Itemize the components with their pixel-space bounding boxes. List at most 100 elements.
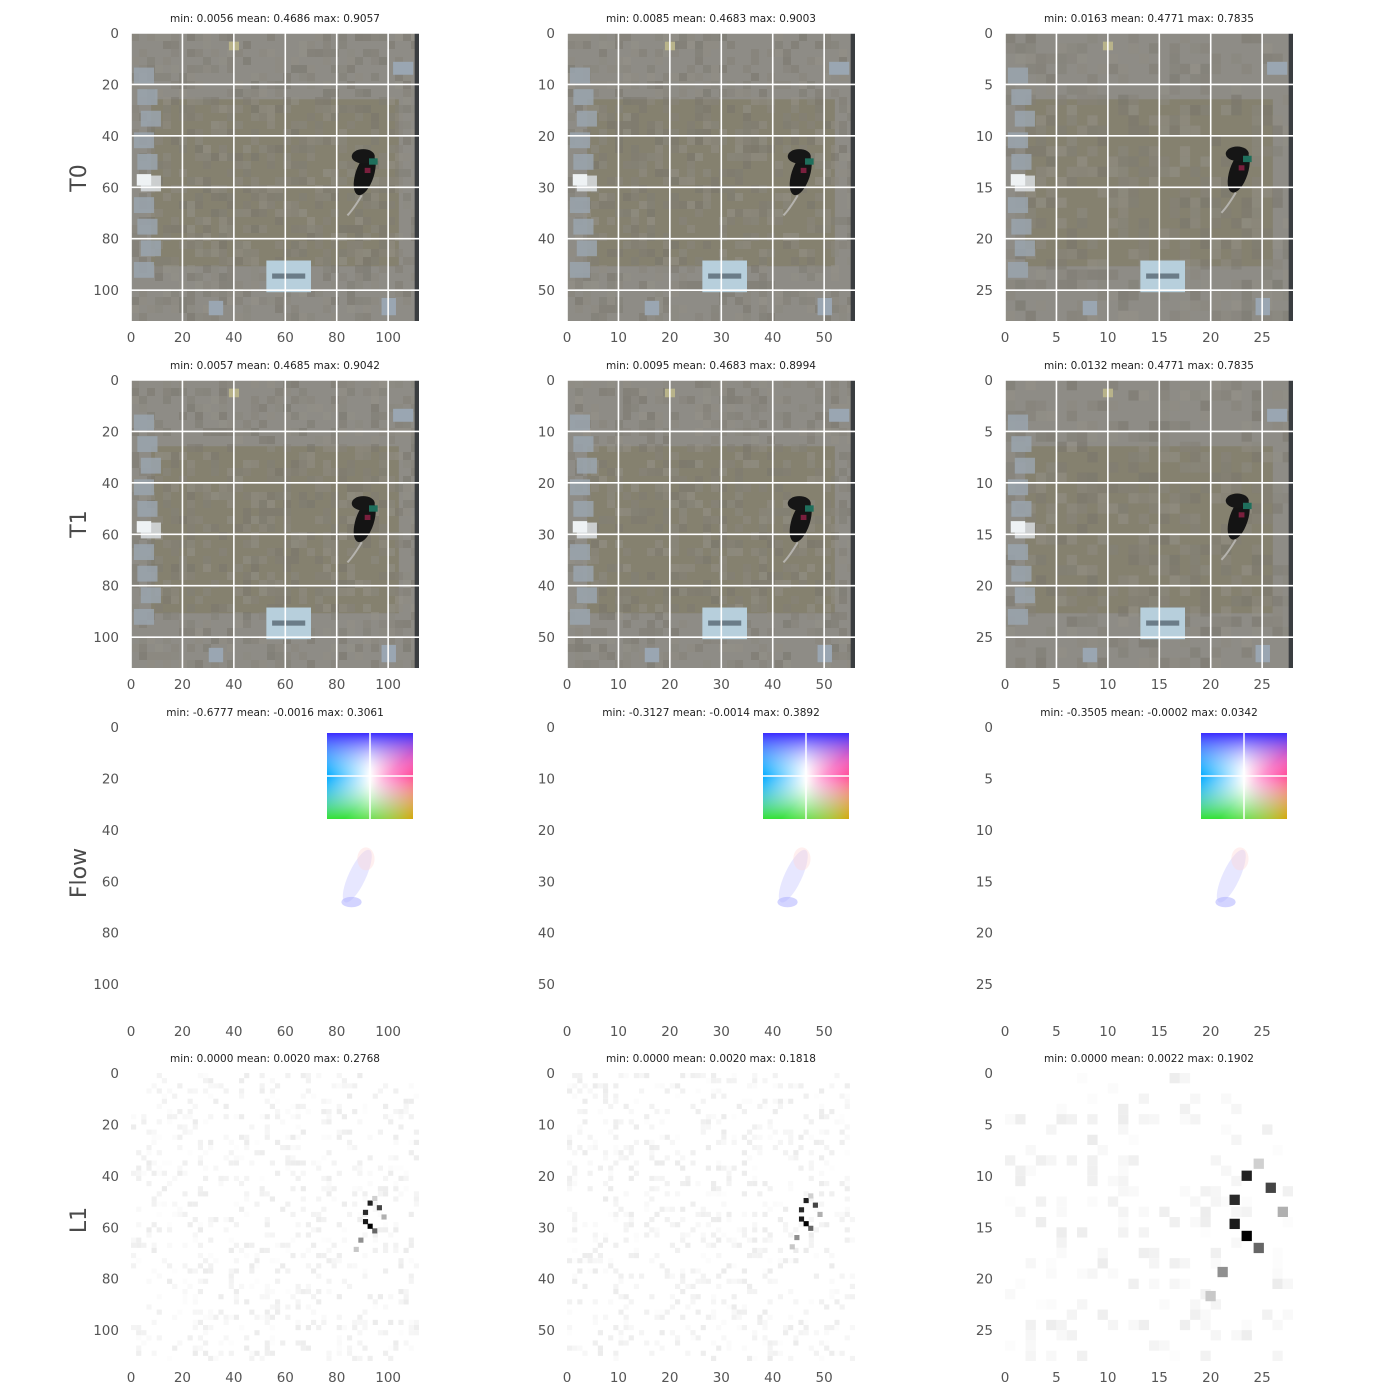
texture-cell xyxy=(591,65,599,73)
l1-cell xyxy=(311,1227,317,1233)
l1-cell xyxy=(757,1253,763,1259)
texture-cell xyxy=(139,49,147,57)
texture-cell xyxy=(1005,462,1016,473)
texture-cell xyxy=(647,225,655,233)
l1-cell xyxy=(819,1299,825,1305)
texture-cell xyxy=(1138,249,1149,260)
l1-cell xyxy=(239,1181,245,1187)
y-tick-label: 60 xyxy=(102,180,119,196)
l1-cell xyxy=(705,1222,711,1228)
texture-cell xyxy=(799,113,807,121)
texture-cell xyxy=(283,524,291,532)
texture-cell xyxy=(1190,390,1201,401)
texture-cell xyxy=(1097,279,1108,291)
texture-cell xyxy=(251,636,259,644)
l1-cell xyxy=(669,1273,675,1279)
texture-cell xyxy=(235,153,243,161)
l1-cell xyxy=(352,1191,358,1197)
l1-cell xyxy=(280,1242,286,1248)
texture-cell xyxy=(631,484,639,492)
l1-cell xyxy=(628,1335,634,1341)
texture-cell xyxy=(219,564,227,572)
texture-cell xyxy=(1272,279,1283,291)
l1-hot-cell xyxy=(362,1219,369,1225)
texture-cell xyxy=(195,193,203,201)
texture-cell xyxy=(583,257,591,265)
texture-cell xyxy=(815,41,823,49)
x-tick-label: 10 xyxy=(1099,1024,1116,1040)
texture-cell xyxy=(1056,177,1067,188)
l1-cell xyxy=(141,1119,147,1125)
l1-cell xyxy=(285,1201,291,1207)
l1-cell xyxy=(680,1217,686,1223)
texture-cell xyxy=(1118,197,1129,208)
texture-cell xyxy=(735,492,743,500)
l1-cell xyxy=(839,1181,845,1187)
texture-cell xyxy=(227,644,235,652)
texture-cell xyxy=(583,33,591,41)
texture-cell xyxy=(307,420,315,428)
texture-cell xyxy=(379,524,387,532)
texture-cell xyxy=(131,305,139,313)
texture-cell xyxy=(1128,575,1139,586)
l1-cell xyxy=(731,1237,737,1243)
texture-cell xyxy=(163,612,171,620)
texture-cell xyxy=(1056,146,1067,157)
l1-cell xyxy=(249,1309,255,1315)
texture-cell xyxy=(679,484,687,492)
texture-cell xyxy=(403,193,411,201)
texture-cell xyxy=(323,436,331,444)
texture-cell xyxy=(735,177,743,185)
texture-cell xyxy=(647,588,655,596)
texture-cell xyxy=(299,65,307,73)
l1-cell xyxy=(716,1139,722,1145)
texture-cell xyxy=(187,564,195,572)
texture-cell xyxy=(395,233,403,241)
l1-cell xyxy=(783,1227,789,1233)
texture-cell xyxy=(671,33,679,41)
l1-cell xyxy=(613,1283,619,1289)
texture-cell xyxy=(1066,105,1077,116)
texture-cell xyxy=(1035,534,1047,545)
l1-cell xyxy=(372,1237,378,1243)
l1-cell xyxy=(347,1083,353,1089)
l1-cell xyxy=(326,1114,332,1120)
texture-cell xyxy=(719,636,727,644)
l1-cell xyxy=(275,1114,281,1120)
l1-cell xyxy=(721,1114,727,1120)
texture-cell xyxy=(1179,637,1191,648)
panel-image xyxy=(567,1073,855,1361)
wall-patch xyxy=(1007,197,1029,213)
texture-cell xyxy=(187,241,195,249)
x-axis-ticks: 0 10 20 30 40 50 xyxy=(563,1024,833,1040)
texture-cell xyxy=(591,281,599,289)
texture-cell xyxy=(1005,596,1016,607)
l1-cell xyxy=(192,1217,198,1223)
texture-cell xyxy=(719,380,727,388)
texture-cell xyxy=(131,564,139,572)
texture-cell xyxy=(1210,380,1221,391)
wall-patch xyxy=(1011,565,1032,582)
flow-color-wheel-legend xyxy=(327,733,413,819)
texture-cell xyxy=(355,452,363,460)
texture-cell xyxy=(403,257,411,265)
l1-cell xyxy=(1025,1165,1036,1176)
texture-cell xyxy=(1200,156,1211,167)
texture-cell xyxy=(163,540,171,548)
texture-cell xyxy=(1159,115,1170,126)
l1-cell xyxy=(572,1273,578,1279)
l1-cell xyxy=(208,1139,214,1145)
texture-cell xyxy=(591,404,599,412)
texture-cell xyxy=(1169,84,1180,95)
texture-cell xyxy=(211,209,219,217)
texture-cell xyxy=(387,404,395,412)
texture-cell xyxy=(735,508,743,516)
wall-patch xyxy=(133,414,155,431)
l1-cell xyxy=(352,1109,358,1115)
wall-patch xyxy=(1007,544,1029,560)
texture-cell xyxy=(1179,146,1191,157)
texture-cell xyxy=(355,313,363,321)
y-tick-label: 5 xyxy=(984,424,993,440)
texture-cell xyxy=(751,548,759,556)
l1-cell xyxy=(341,1227,347,1233)
